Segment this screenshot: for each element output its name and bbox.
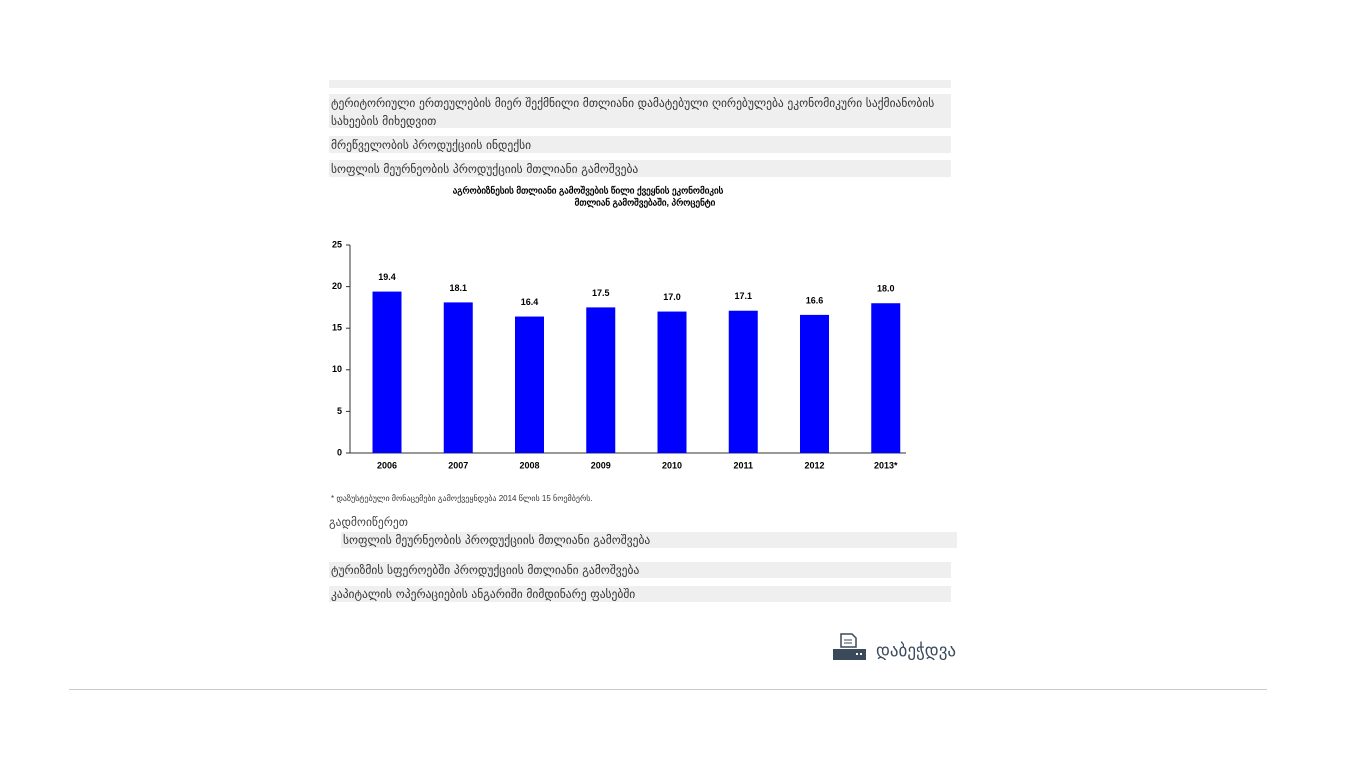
x-tick-label: 2010 xyxy=(662,460,682,470)
y-tick-label: 10 xyxy=(332,364,342,374)
data-label: 16.4 xyxy=(521,297,539,307)
y-tick-label: 5 xyxy=(337,406,342,416)
data-label: 19.4 xyxy=(378,272,396,282)
print-label: დაბეჭდვა xyxy=(876,641,957,661)
link-row[interactable]: ტერიტორიული ერთეულების მიერ შექმნილი მთლ… xyxy=(329,94,951,128)
y-tick-label: 15 xyxy=(332,323,342,333)
data-label: 16.6 xyxy=(806,295,824,305)
link-row[interactable]: კაპიტალის ოპერაციების ანგარიში მიმდინარე… xyxy=(329,586,951,602)
download-label: გადმოიწერეთ xyxy=(329,515,408,529)
bar xyxy=(372,291,402,453)
x-tick-label: 2013* xyxy=(874,460,898,470)
y-tick-label: 20 xyxy=(332,281,342,291)
link-row[interactable]: მრეწველობის პროდუქციის ინდექსი xyxy=(329,136,951,153)
data-label: 17.1 xyxy=(734,291,752,301)
print-icon xyxy=(833,633,866,660)
bar xyxy=(800,314,829,453)
x-tick-label: 2006 xyxy=(377,460,397,470)
y-tick-label: 25 xyxy=(332,239,342,249)
x-tick-label: 2011 xyxy=(733,460,753,470)
chart-title: მთლიან გამოშვებაში, პროცენტი xyxy=(575,197,716,208)
x-tick-label: 2008 xyxy=(519,460,539,470)
separator xyxy=(69,689,1267,690)
bar xyxy=(657,311,687,453)
bar xyxy=(728,310,758,453)
bar xyxy=(871,303,901,453)
x-tick-label: 2009 xyxy=(591,460,611,470)
x-tick-label: 2007 xyxy=(448,460,468,470)
link-row[interactable]: ტურიზმის სფეროებში პროდუქციის მთლიანი გა… xyxy=(329,562,951,578)
bar xyxy=(515,316,544,453)
bar xyxy=(586,307,616,453)
y-tick-label: 0 xyxy=(337,447,342,457)
data-label: 18.1 xyxy=(449,283,467,293)
link-row[interactable]: სოფლის მეურნეობის პროდუქციის მთლიანი გამ… xyxy=(329,160,951,177)
cut-row xyxy=(329,80,951,88)
bar xyxy=(443,302,473,453)
data-label: 17.0 xyxy=(663,292,681,302)
data-label: 17.5 xyxy=(592,288,610,298)
download-link[interactable]: სოფლის მეურნეობის პროდუქციის მთლიანი გამ… xyxy=(341,532,957,548)
print-button[interactable]: დაბეჭდვა xyxy=(833,633,956,661)
data-label: 18.0 xyxy=(877,284,895,294)
chart-title: აგრობიზნესის მთლიანი გამოშვების წილი ქვე… xyxy=(453,185,724,196)
chart-note: * დაზუსტებული მონაცემები გამოქვეყნდება 2… xyxy=(331,494,593,503)
x-tick-label: 2012 xyxy=(804,460,824,470)
